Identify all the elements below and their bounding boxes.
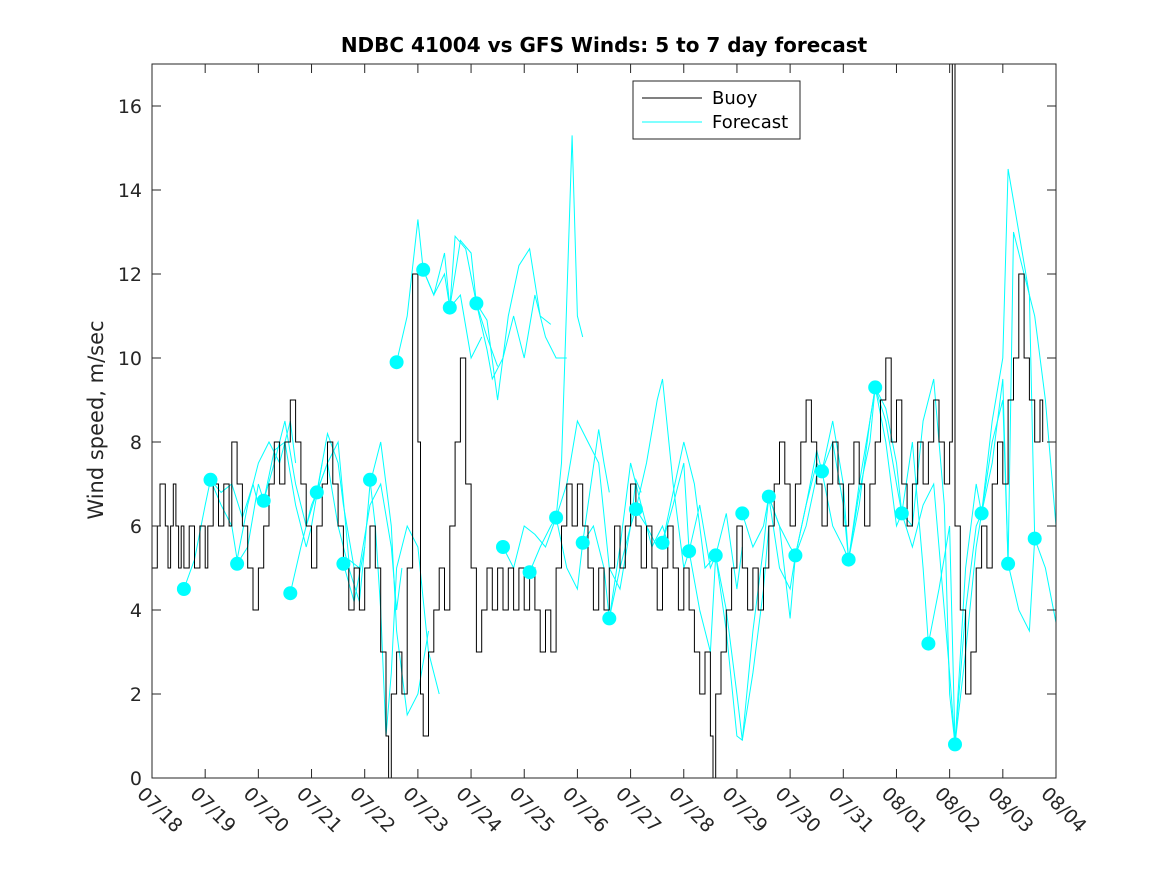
forecast-line [422,239,499,367]
legend-forecast-label: Forecast [712,112,788,133]
y-tick-label: 14 [118,180,142,202]
forecast-marker [974,506,989,521]
forecast-marker [336,556,351,571]
forecast-line [981,231,1056,564]
forecast-marker [363,472,377,487]
forecast-line [529,429,610,591]
buoy-series-line [152,64,1044,778]
forecast-line [449,234,552,401]
forecast-line [1007,538,1056,633]
forecast-marker [283,586,298,601]
forecast-marker [921,636,936,651]
forecast-marker [735,506,750,521]
forecast-line [901,482,983,745]
y-tick-label: 4 [130,600,142,622]
forecast-marker [761,489,776,504]
forecast-marker [549,510,564,525]
forecast-line [502,135,584,570]
forecast-marker [309,485,324,500]
chart-title: NDBC 41004 vs GFS Winds: 5 to 7 day fore… [341,33,868,57]
y-tick-label: 2 [130,684,142,706]
forecast-marker [176,582,191,596]
forecast-marker [1027,531,1042,546]
y-tick-label: 0 [130,768,142,790]
forecast-line [848,387,929,644]
forecast-marker [868,380,883,395]
forecast-marker [469,296,484,311]
forecast-marker [628,502,643,517]
forecast-marker [496,540,510,554]
forecast-marker [203,472,218,487]
forecast-marker [815,464,829,479]
forecast-marker [602,611,617,626]
forecast-line [396,219,483,363]
forecast-marker [389,355,404,370]
forecast-marker [708,548,723,563]
y-tick-label: 6 [130,516,142,538]
legend: Buoy Forecast [632,80,801,140]
forecast-marker [948,737,962,752]
forecast-line [635,441,717,570]
forecast-marker [655,535,670,550]
y-tick-label: 8 [130,432,142,454]
forecast-line [688,504,770,742]
forecast-line [954,168,1036,745]
forecast-marker [788,548,803,563]
y-tick-label: 10 [118,348,142,370]
forecast-line [475,294,567,381]
plot-frame [151,63,1057,779]
forecast-marker [256,493,271,508]
forecast-line [582,462,669,619]
forecast-marker [230,556,245,571]
forecast-marker [522,565,537,580]
plot-area [152,64,1056,778]
forecast-marker [416,262,431,277]
forecast-marker [894,506,909,521]
forecast-marker [442,300,457,315]
legend-buoy-label: Buoy [712,88,758,109]
forecast-line [662,462,743,653]
forecast-line [741,461,823,591]
legend-box [632,80,801,140]
y-axis-ticks: 0 2 4 6 8 10 12 14 16 [118,96,1056,790]
forecast-marker [841,552,856,567]
y-tick-label: 12 [118,264,142,286]
y-axis-label: Wind speed, m/sec [84,320,108,519]
forecast-marker [575,535,590,550]
forecast-line [794,387,876,562]
forecast-marker [1001,556,1016,571]
forecast-marker [682,544,697,559]
y-tick-label: 16 [118,96,142,118]
forecast-line [183,478,259,590]
